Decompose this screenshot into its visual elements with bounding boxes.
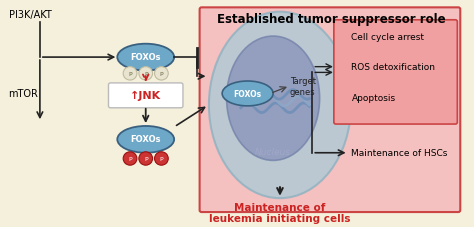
Text: P: P bbox=[144, 72, 147, 76]
Ellipse shape bbox=[155, 152, 168, 165]
Ellipse shape bbox=[227, 37, 319, 161]
Text: P: P bbox=[160, 156, 163, 161]
Text: FOXOs: FOXOs bbox=[130, 52, 161, 61]
Ellipse shape bbox=[139, 67, 153, 81]
Text: P: P bbox=[128, 156, 132, 161]
FancyBboxPatch shape bbox=[200, 8, 460, 212]
Text: FOXOs: FOXOs bbox=[234, 89, 262, 99]
Text: P: P bbox=[160, 72, 163, 76]
Text: P: P bbox=[128, 72, 132, 76]
Text: Cell cycle arrest: Cell cycle arrest bbox=[352, 32, 425, 41]
Ellipse shape bbox=[222, 82, 273, 106]
Text: Maintenance of
leukemia initiating cells: Maintenance of leukemia initiating cells bbox=[209, 202, 351, 223]
Text: ↑JNK: ↑JNK bbox=[130, 91, 161, 101]
Ellipse shape bbox=[117, 126, 174, 153]
FancyBboxPatch shape bbox=[334, 21, 457, 124]
Text: Nucleus: Nucleus bbox=[255, 147, 291, 156]
Text: Maintenance of HSCs: Maintenance of HSCs bbox=[352, 149, 448, 158]
Ellipse shape bbox=[155, 67, 168, 81]
Ellipse shape bbox=[117, 44, 174, 71]
Ellipse shape bbox=[209, 12, 351, 198]
Ellipse shape bbox=[123, 67, 137, 81]
FancyBboxPatch shape bbox=[109, 84, 183, 108]
Text: P: P bbox=[144, 156, 147, 161]
Text: PI3K/AKT: PI3K/AKT bbox=[9, 10, 51, 20]
Text: mTOR: mTOR bbox=[9, 89, 38, 99]
Ellipse shape bbox=[123, 152, 137, 165]
Text: Target
genes: Target genes bbox=[290, 77, 316, 96]
Text: FOXOs: FOXOs bbox=[130, 134, 161, 143]
Text: ROS detoxification: ROS detoxification bbox=[352, 63, 436, 72]
Text: Established tumor suppressor role: Established tumor suppressor role bbox=[217, 13, 445, 26]
Text: Apoptosis: Apoptosis bbox=[352, 93, 396, 102]
Ellipse shape bbox=[139, 152, 153, 165]
